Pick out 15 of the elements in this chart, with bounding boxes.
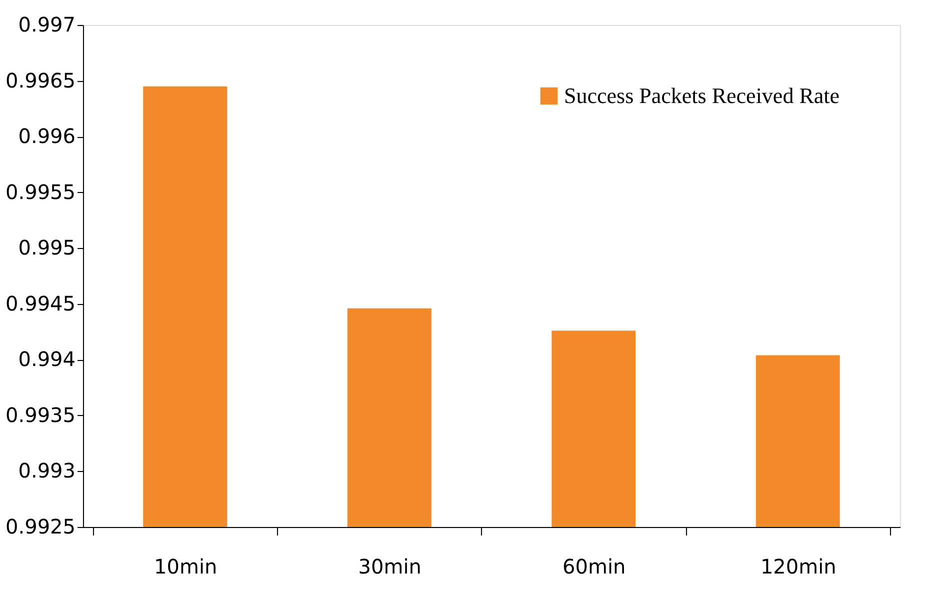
y-tick-label: 0.994	[18, 347, 76, 372]
x-tick-label: 120min	[760, 554, 836, 578]
y-tick-label: 0.9925	[6, 514, 76, 538]
x-tick-label: 60min	[562, 554, 626, 578]
legend-label: Success Packets Received Rate	[564, 83, 840, 108]
x-tick-label: 10min	[154, 554, 218, 578]
y-tick-label: 0.996	[18, 124, 76, 148]
y-tick-label: 0.9965	[6, 68, 76, 92]
y-tick-label: 0.9945	[6, 291, 76, 316]
y-tick-label: 0.993	[18, 458, 76, 483]
x-tick-label: 30min	[358, 554, 422, 578]
y-tick-label: 0.9935	[6, 402, 76, 427]
y-tick-label: 0.995	[18, 236, 76, 260]
y-tick-label: 0.997	[18, 12, 76, 36]
y-tick-label: 0.9955	[6, 180, 76, 204]
